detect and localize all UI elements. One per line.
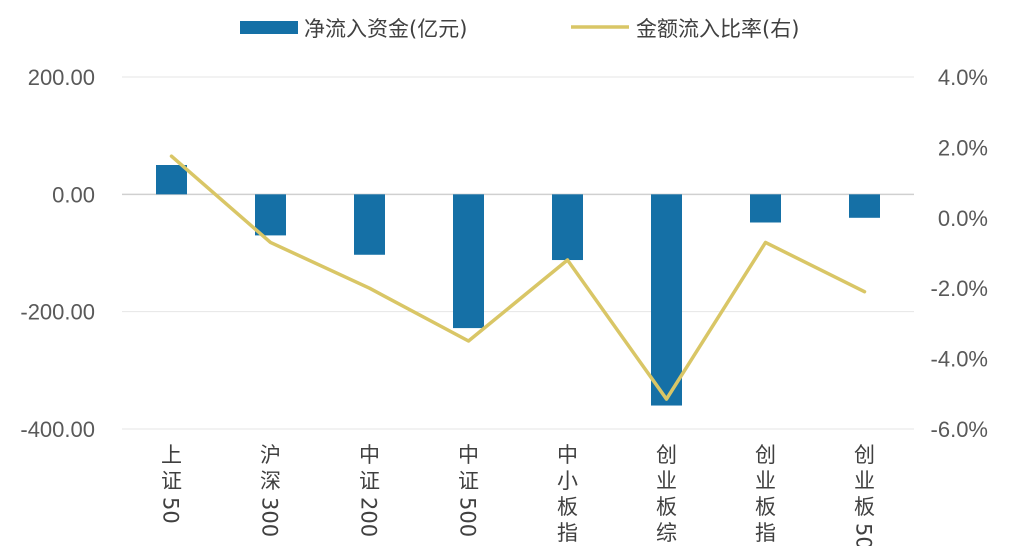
bar-series (156, 165, 880, 406)
category-label-char: 中 (359, 443, 380, 467)
category-label-digits: 500 (456, 497, 480, 537)
right-tick-label: 0.0% (938, 206, 988, 231)
category-label-char: 中 (458, 443, 479, 467)
category-label-char: 中 (557, 443, 578, 467)
category-label-digits: 200 (357, 497, 381, 537)
category-label-char: 综 (656, 521, 677, 545)
category-label-char: 业 (656, 469, 677, 493)
bar (651, 194, 682, 406)
category-label-char: 证 (458, 469, 479, 493)
category-label-char: 证 (359, 469, 380, 493)
category-label-char: 深 (260, 469, 281, 493)
right-tick-label: 4.0% (938, 65, 988, 90)
category-label-digits: 50 (852, 523, 876, 546)
category-label-char: 小 (557, 469, 578, 493)
category-label-char: 创 (854, 443, 875, 467)
category-label: 上证 50 (159, 443, 183, 524)
category-label: 中证 200 (357, 443, 381, 537)
legend-bar-label: 净流入资金(亿元) (304, 17, 467, 41)
right-tick-label: -4.0% (931, 347, 988, 372)
category-label-digits: 50 (159, 497, 183, 524)
category-label-char: 证 (161, 469, 182, 493)
left-axis: 200.00 0.00 -200.00 -400.00 (20, 65, 95, 442)
category-label-char: 指 (557, 521, 578, 545)
right-tick-label: -2.0% (931, 276, 988, 301)
category-label-char: 沪 (260, 443, 281, 467)
bar (156, 165, 187, 195)
left-tick-label: -400.00 (20, 417, 95, 442)
right-tick-label: -6.0% (931, 417, 988, 442)
gridlines (122, 76, 914, 430)
left-tick-label: 0.00 (52, 182, 95, 207)
category-label-char: 板 (656, 495, 677, 519)
legend-bar-swatch (240, 21, 298, 34)
bar (453, 194, 484, 329)
category-label: 中证 500 (456, 443, 480, 537)
bar (354, 194, 385, 255)
ratio-line (169, 154, 867, 401)
bar (552, 194, 583, 261)
line-series (169, 154, 867, 401)
category-label-char: 板 (557, 495, 578, 519)
category-label-char: 板 (755, 495, 776, 519)
category-label-char: 创 (656, 443, 677, 467)
left-tick-label: 200.00 (28, 65, 95, 90)
category-label-char: 业 (755, 469, 776, 493)
right-tick-label: 2.0% (938, 135, 988, 160)
legend-line-label: 金额流入比率(右) (636, 17, 799, 41)
category-label: 创业板 50 (852, 443, 876, 546)
category-label-char: 创 (755, 443, 776, 467)
category-label-char: 指 (755, 521, 776, 545)
legend: 净流入资金(亿元) 金额流入比率(右) (240, 17, 799, 41)
category-label-char: 板 (854, 495, 875, 519)
category-label-char: 上 (161, 443, 182, 467)
bar (255, 194, 286, 236)
bar (750, 194, 781, 223)
category-label-char: 业 (854, 469, 875, 493)
bar (849, 194, 880, 218)
category-label: 沪深 300 (258, 443, 282, 537)
left-tick-label: -200.00 (20, 300, 95, 325)
category-label-digits: 300 (258, 497, 282, 537)
right-axis: 4.0% 2.0% 0.0% -2.0% -4.0% -6.0% (931, 65, 988, 442)
